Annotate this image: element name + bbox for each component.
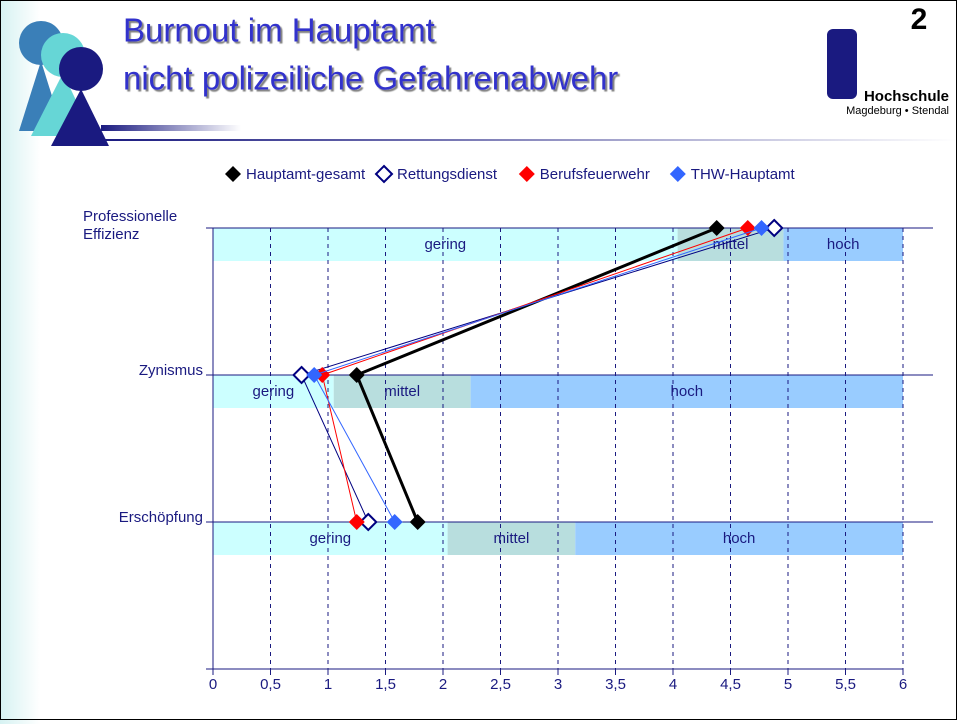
legend-label: Rettungsdienst <box>397 166 498 183</box>
x-tick-label: 2,5 <box>490 676 511 693</box>
logo-shape <box>827 29 857 99</box>
figures <box>19 21 109 146</box>
legend-label: Hauptamt-gesamt <box>246 166 366 183</box>
legend-marker <box>225 166 241 182</box>
marker <box>764 218 784 238</box>
title-rule <box>101 125 241 131</box>
category-label: Erschöpfung <box>118 509 203 526</box>
band <box>213 228 678 261</box>
band <box>783 228 903 261</box>
x-tick-label: 6 <box>899 676 907 693</box>
band <box>213 522 448 555</box>
logo-name: Hochschule <box>864 88 949 105</box>
x-tick-label: 4 <box>669 676 677 693</box>
legend-label: Berufsfeuerwehr <box>540 166 650 183</box>
band-label: hoch <box>827 236 860 253</box>
x-tick-label: 1 <box>324 676 332 693</box>
x-tick-label: 0,5 <box>260 676 281 693</box>
category-label: Zynismus <box>138 362 203 379</box>
x-tick-label: 5,5 <box>835 676 856 693</box>
marker <box>708 220 725 236</box>
band-label: gering <box>253 383 295 400</box>
logo-place: Magdeburg • Stendal <box>846 105 949 117</box>
title-rule <box>101 139 956 141</box>
marker <box>386 514 403 530</box>
marker <box>292 365 311 385</box>
band-label: mittel <box>494 530 530 547</box>
marker <box>306 367 323 383</box>
legend-marker <box>669 166 686 182</box>
band-label: gering <box>424 236 466 253</box>
x-tick-label: 3 <box>554 676 562 693</box>
marker <box>358 512 378 532</box>
x-tick-label: 3,5 <box>605 676 626 693</box>
marker <box>739 220 756 236</box>
band <box>470 375 903 408</box>
marker <box>409 514 426 530</box>
band <box>575 522 903 555</box>
band-label: hoch <box>723 530 756 547</box>
x-tick-label: 0 <box>209 676 217 693</box>
title: nicht polizeiliche Gefahrenabwehr <box>123 60 618 97</box>
legend-label: THW-Hauptamt <box>691 166 796 183</box>
marker <box>348 367 365 383</box>
band-label: gering <box>309 530 351 547</box>
x-tick-label: 2 <box>439 676 447 693</box>
title: Burnout im Hauptamt <box>123 12 435 49</box>
x-tick-label: 5 <box>784 676 792 693</box>
x-tick-label: 4,5 <box>720 676 741 693</box>
marker <box>753 220 770 236</box>
legend-marker <box>374 164 394 184</box>
x-tick-label: 1,5 <box>375 676 396 693</box>
band-label: mittel <box>384 383 420 400</box>
band <box>447 522 576 555</box>
logo-superscript: 2 <box>911 3 928 36</box>
legend-marker <box>518 166 535 182</box>
category-label: Professionelle Effizienz <box>83 208 178 243</box>
marker <box>348 514 365 530</box>
band-label: hoch <box>671 383 704 400</box>
